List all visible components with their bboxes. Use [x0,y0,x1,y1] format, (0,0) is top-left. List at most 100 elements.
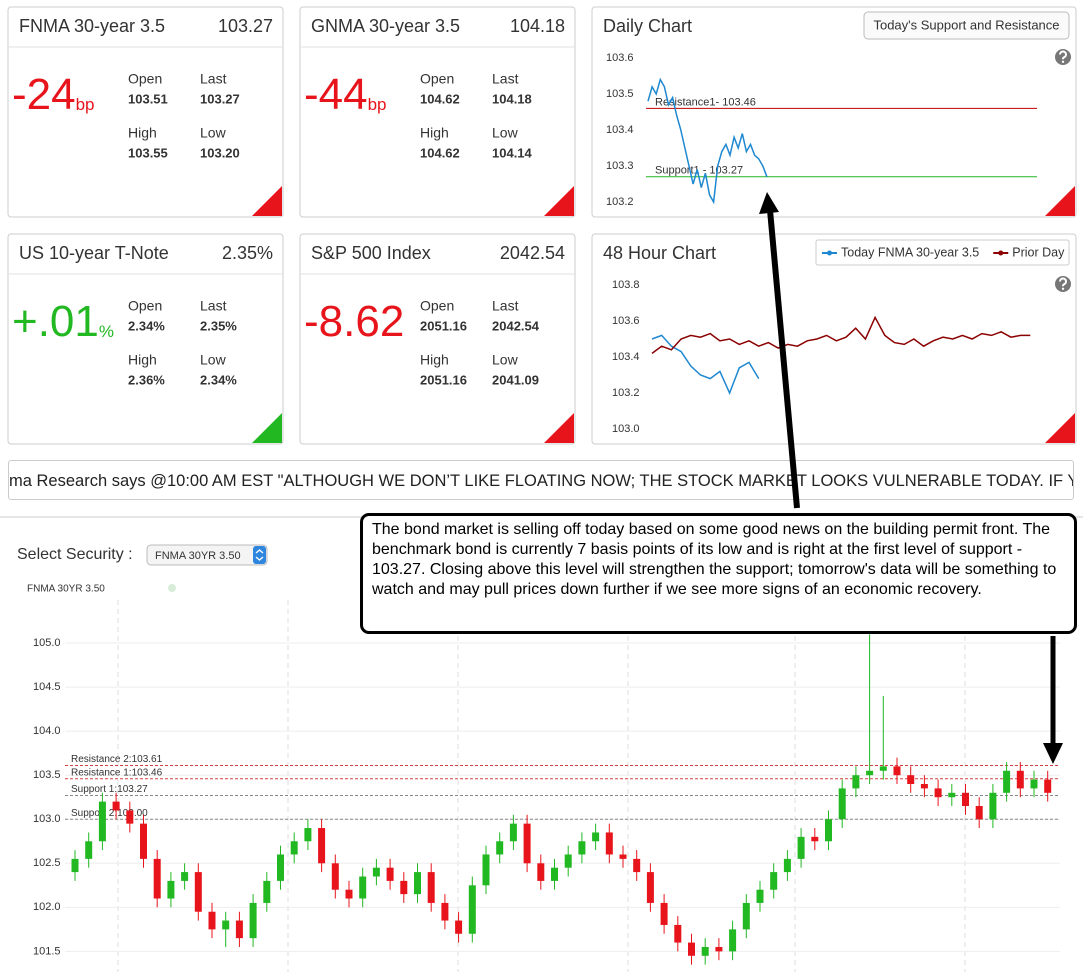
y-tick-label: 101.5 [33,945,61,957]
field-value: 2051.16 [420,372,467,387]
candle-body [592,832,600,842]
series-line [651,315,1031,355]
support-resistance-button[interactable] [863,11,1070,40]
field-label: High [128,125,157,141]
legend-label: Prior Day [1012,245,1065,259]
candle-body [633,858,641,873]
card-price: 104.18 [510,16,565,36]
change-unit: bp [368,95,387,114]
candle-body [455,920,463,934]
candle-body [331,863,339,890]
candle-body [222,920,230,930]
candle-body [756,889,764,903]
field-value: 2.36% [128,372,165,387]
legend-label: Today FNMA 30-year 3.5 [841,245,979,259]
candle-body [386,867,394,881]
series-line [651,334,760,395]
legend-dot [998,250,1004,256]
help-icon[interactable] [1055,49,1071,65]
level-label: Support1 - 103.27 [655,165,743,177]
y-tick-label: 103.5 [33,769,61,781]
candle-body [742,902,750,930]
y-tick-label: 103.6 [606,52,634,64]
candle-body [783,858,791,873]
field-label: Last [492,71,519,87]
field-value: 103.20 [200,145,240,160]
candle-body [770,872,778,890]
y-tick-label: 103.0 [612,423,640,435]
y-tick-label: 103.2 [612,387,640,399]
card-price: 2.35% [222,243,273,263]
level-label: Resistance 2:103.61 [71,754,163,765]
field-value: 104.14 [492,145,533,160]
field-label: Last [200,71,227,87]
card-frame [7,233,284,445]
candle-body [1044,779,1052,793]
chart-title: 48 Hour Chart [603,243,716,263]
candle-body [359,876,367,899]
candle-body [688,942,695,956]
dropdown-chevrons [255,549,264,561]
annotation-box: The bond market is selling off today bas… [360,513,1077,634]
candle-body [934,788,942,798]
candle-body [989,792,997,820]
y-tick-label: 104.5 [33,681,61,693]
candle-body [482,854,490,886]
y-tick-label: 103.4 [612,351,640,363]
chart-label: FNMA 30YR 3.50 [27,584,105,595]
field-label: Last [492,298,519,314]
change: -24bp [12,70,95,119]
candle-body [167,880,175,899]
candle-body [962,792,969,807]
field-value: 2.35% [200,318,237,333]
vertical-grid [117,600,966,972]
candle-body [153,858,161,899]
chart-title: Daily Chart [603,16,692,36]
field-label: Last [200,298,227,314]
change-value: -8.62 [304,297,404,346]
candle-body [318,828,326,864]
field-label: Open [420,298,454,314]
candle-body [1016,770,1024,789]
price-line [647,77,768,205]
change-value: -44 [304,70,368,119]
security-dropdown[interactable] [146,544,268,566]
y-tick-label: 103.3 [606,160,634,172]
candle-body [523,823,531,864]
candle-body [126,810,134,824]
button-label[interactable]: Today's Support and Resistance [873,17,1059,32]
candle-body [975,806,983,820]
status-dot [168,584,176,592]
candle-body [427,872,435,903]
help-icon[interactable] [1055,276,1071,292]
field-label: High [128,352,157,368]
change: -8.62 [304,297,404,346]
dropdown-value[interactable]: FNMA 30YR 3.50 [155,550,241,562]
change-unit: % [99,322,114,341]
candle-body [893,766,901,776]
corner-flag [252,186,282,216]
card-price: 103.27 [218,16,273,36]
candle-body [235,920,243,939]
card-title: S&P 500 Index [311,243,431,263]
candle-body [400,880,408,895]
field-label: Open [128,298,162,314]
card-frame [299,6,576,218]
candle-body [85,841,93,859]
y-tick-label: 105.0 [33,637,61,649]
legend-dot [827,250,832,256]
candle-body [414,872,421,895]
y-tick-label: 104.0 [33,725,61,737]
quote-card: GNMA 30-year 3.5 104.18 -44bp Open 104.62 Las… [299,6,576,218]
candle-body [797,836,805,859]
change: +.01% [12,297,114,346]
field-label: Open [420,71,454,87]
change-unit: bp [76,95,95,114]
field-value: 2051.16 [420,318,467,333]
candle-body [441,902,449,921]
field-value: 104.18 [492,91,532,106]
dropdown-arrow[interactable] [253,546,266,564]
field-value: 2.34% [200,372,237,387]
corner-flag [1045,186,1075,216]
y-tick-label: 103.5 [606,88,634,100]
